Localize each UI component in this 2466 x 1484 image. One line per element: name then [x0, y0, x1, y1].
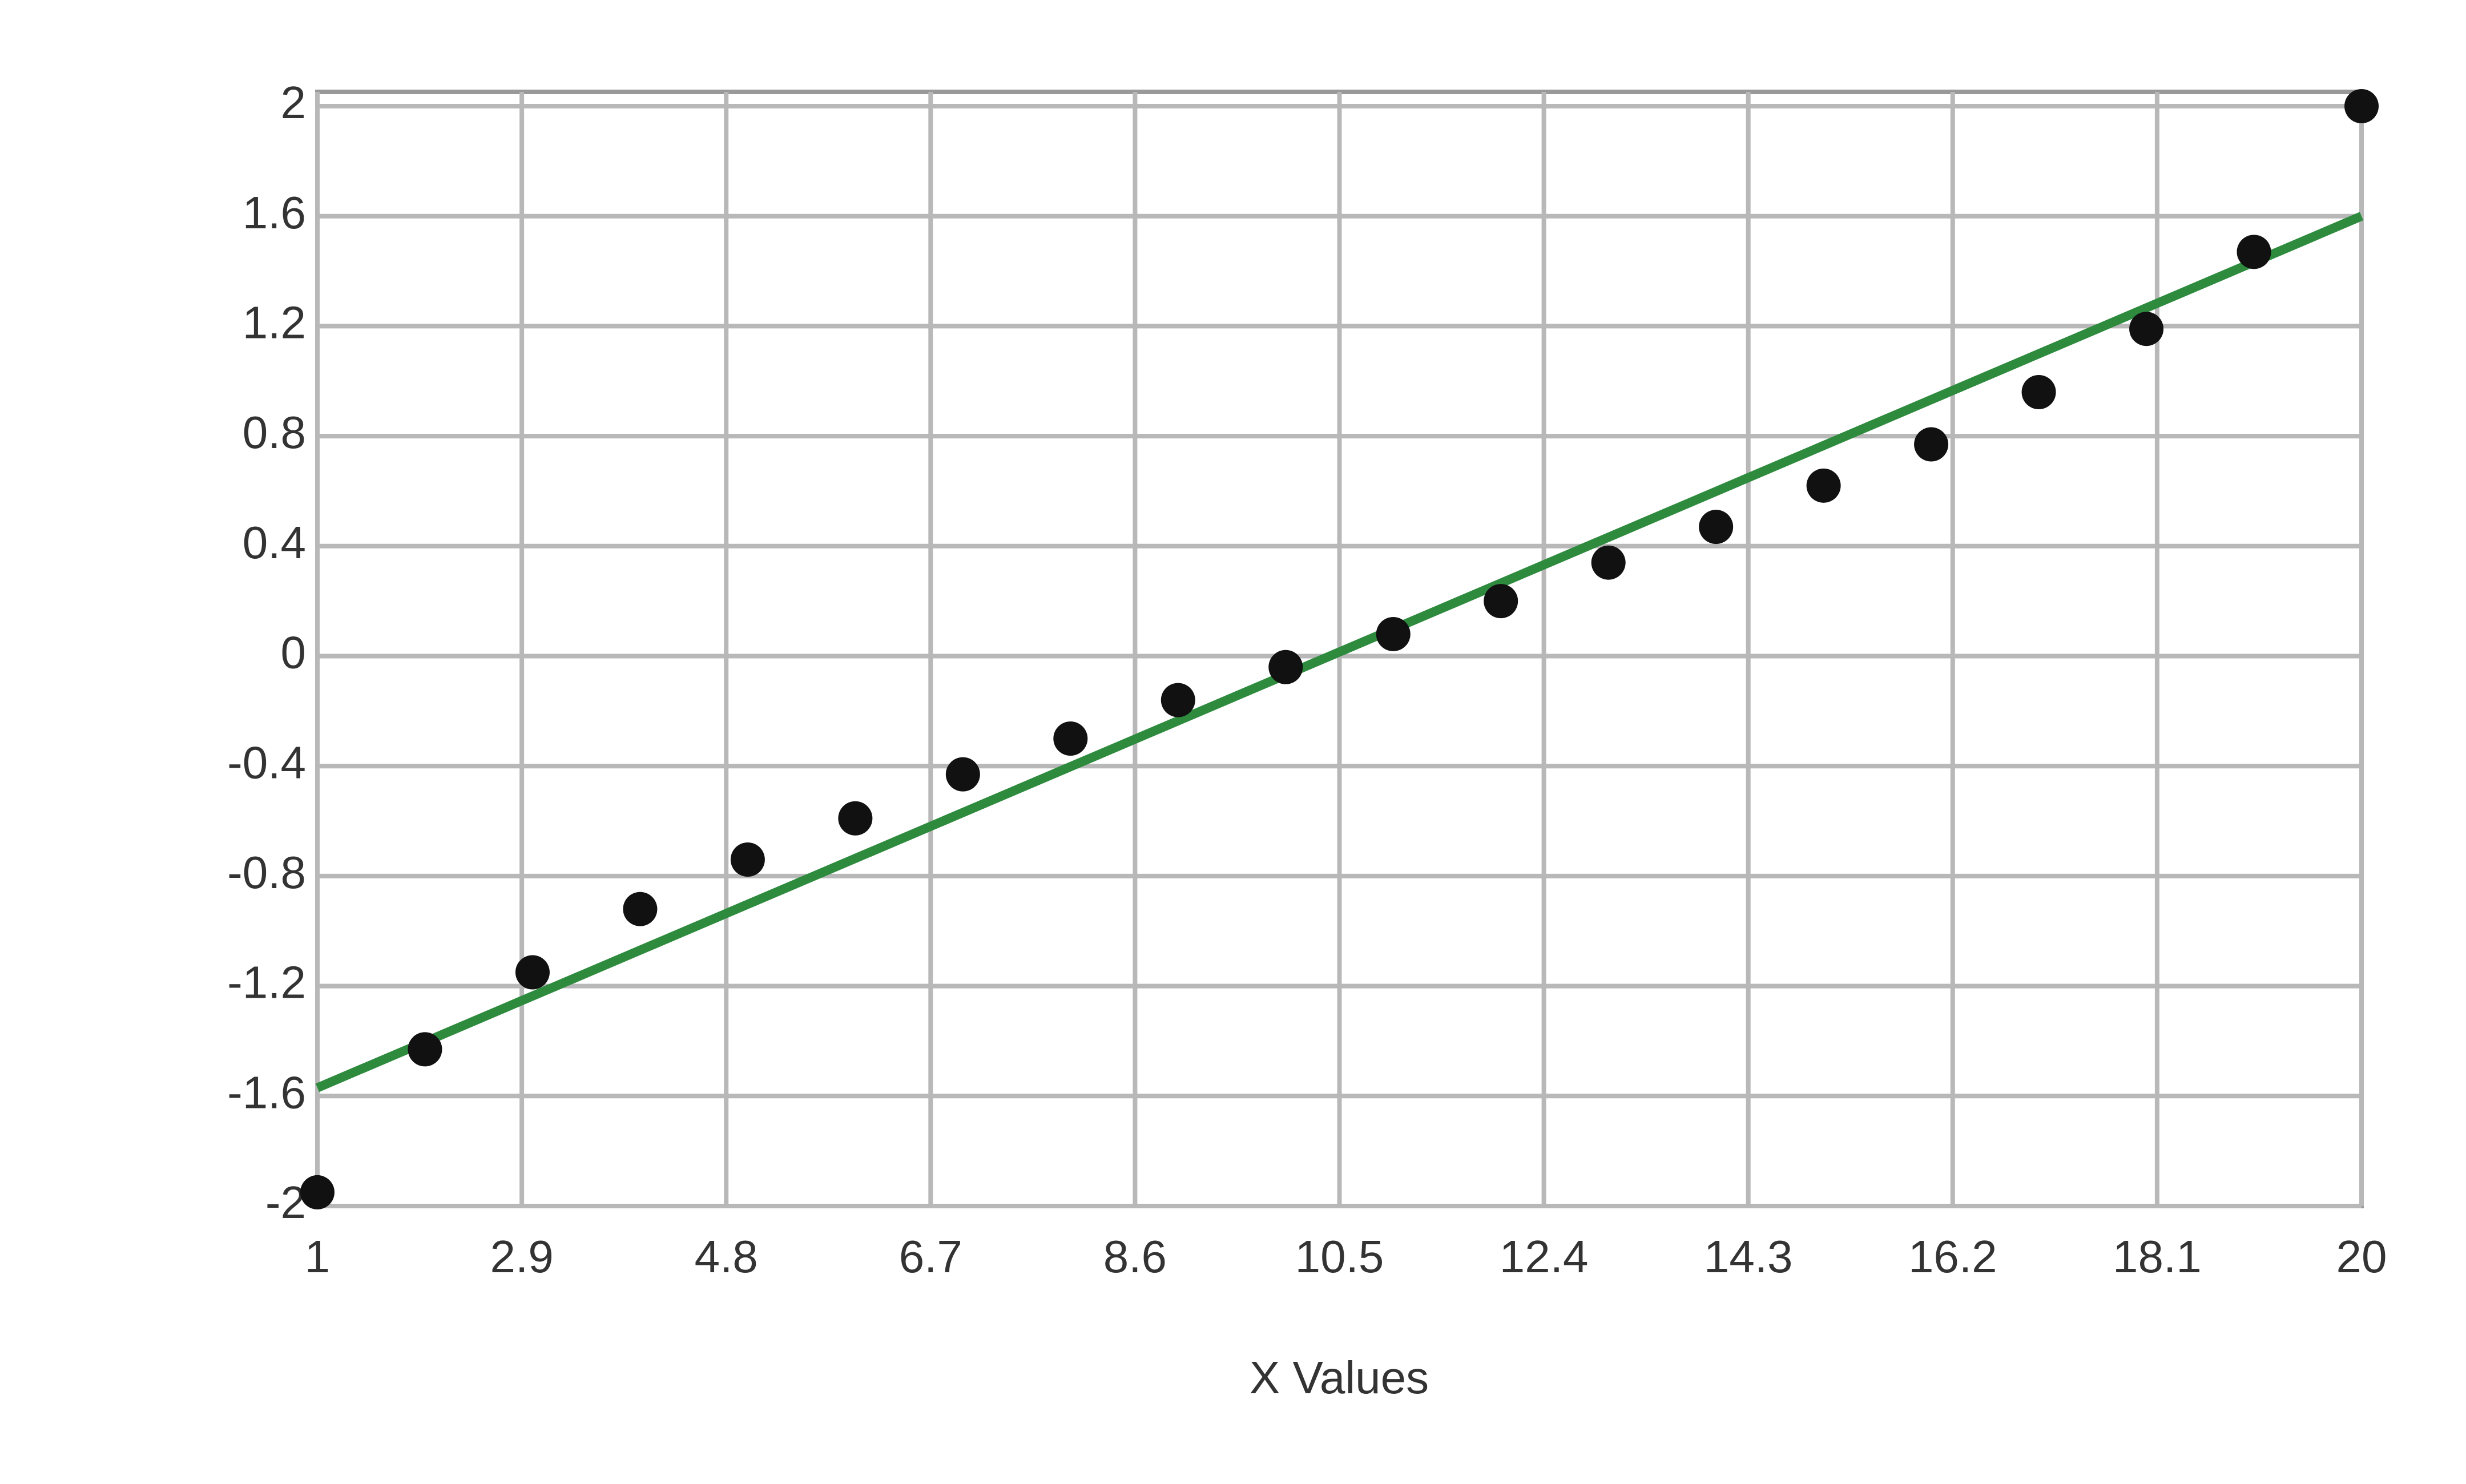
point [1699, 510, 1734, 545]
point [1161, 683, 1195, 717]
y-tick-label: 0.8 [243, 407, 306, 458]
point [408, 1032, 442, 1067]
point [1591, 545, 1626, 580]
point [300, 1175, 335, 1209]
x-tick-label: 14.3 [1704, 1231, 1793, 1282]
x-tick-label: 2.9 [490, 1231, 553, 1282]
point [1268, 650, 1303, 684]
x-tick-label: 1 [305, 1231, 331, 1282]
y-tick-label: -0.8 [227, 847, 306, 898]
x-tick-label: 16.2 [1908, 1231, 1997, 1282]
point [2237, 235, 2271, 269]
x-tick-label: 4.8 [695, 1231, 758, 1282]
x-tick-label: 6.7 [899, 1231, 962, 1282]
point [838, 801, 873, 836]
point [1914, 427, 1949, 462]
x-tick-label: 8.6 [1103, 1231, 1167, 1282]
point [2129, 312, 2164, 346]
y-tick-label: 0.4 [243, 517, 306, 568]
y-tick-label: 2 [281, 77, 307, 128]
point [945, 757, 980, 792]
y-tick-label: 1.6 [243, 187, 306, 238]
y-tick-label: -2 [265, 1177, 306, 1228]
point [1806, 468, 1841, 503]
point [1053, 721, 1088, 756]
y-tick-label: 0 [281, 627, 307, 678]
x-tick-label: 18.1 [2113, 1231, 2202, 1282]
x-tick-label: 12.4 [1500, 1231, 1589, 1282]
y-tick-label: -1.2 [227, 957, 306, 1008]
y-tick-label: 1.2 [243, 297, 306, 348]
point [1484, 584, 1518, 619]
y-tick-label: -0.4 [227, 737, 306, 788]
point [730, 842, 765, 877]
point [2344, 89, 2379, 123]
x-tick-label: 10.5 [1295, 1231, 1384, 1282]
point [1376, 616, 1411, 651]
x-tick-label: 20 [2336, 1231, 2387, 1282]
point [515, 955, 550, 990]
point [623, 892, 658, 926]
fit-line [315, 212, 2364, 1092]
x-axis-label: X Values [1250, 1352, 1429, 1403]
y-tick-label: -1.6 [227, 1067, 306, 1118]
point [2021, 375, 2056, 410]
